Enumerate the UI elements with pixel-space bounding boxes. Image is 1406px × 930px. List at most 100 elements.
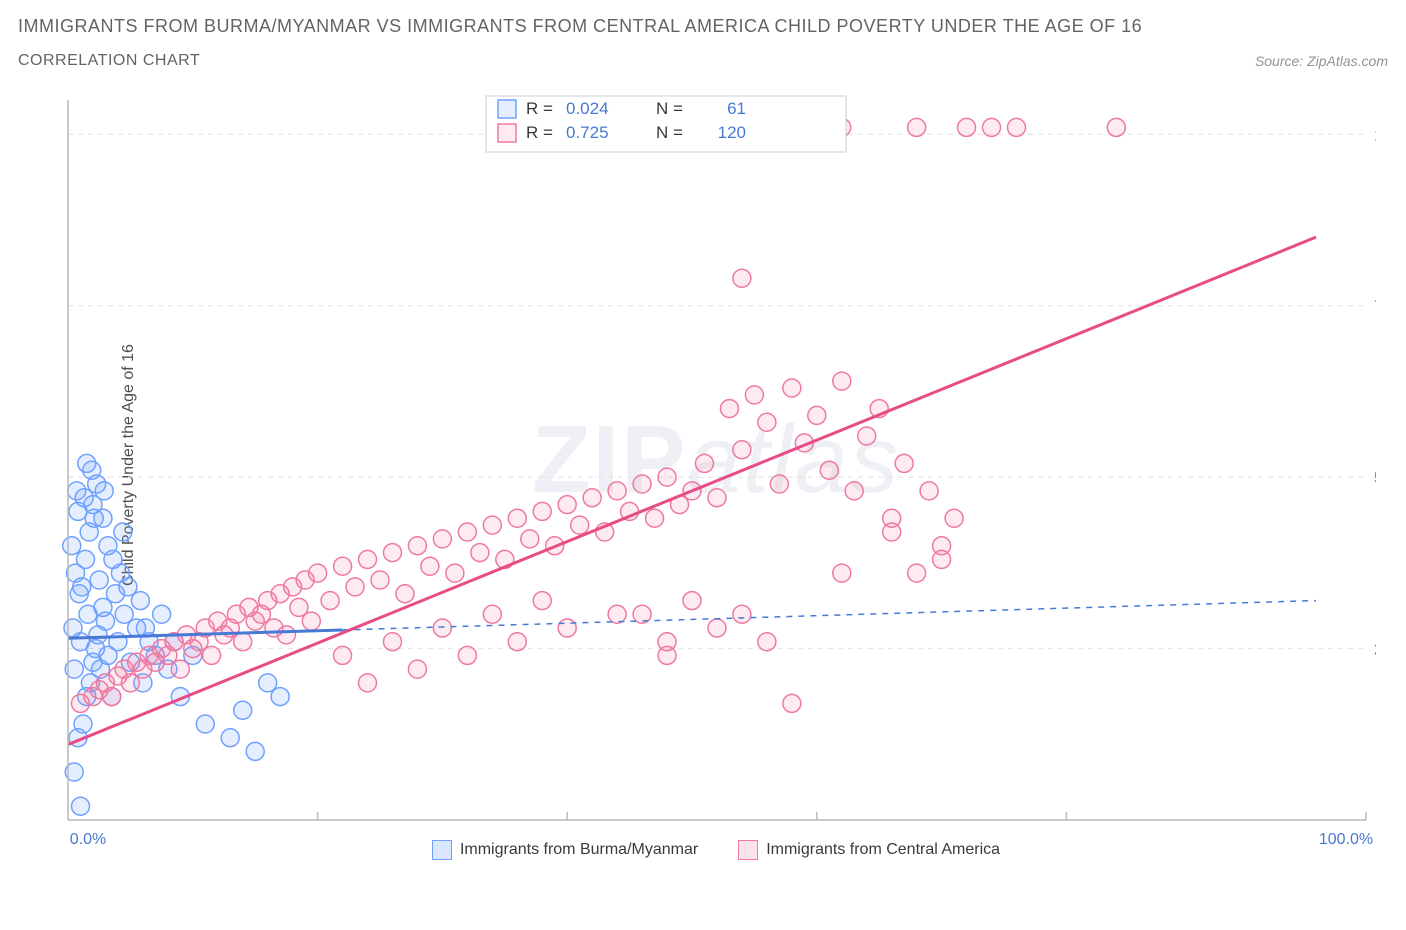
- data-point: [346, 578, 364, 596]
- data-point: [920, 482, 938, 500]
- source-prefix: Source:: [1255, 53, 1307, 69]
- data-point: [521, 530, 539, 548]
- data-point: [74, 715, 92, 733]
- data-point: [633, 475, 651, 493]
- stats-n-value: 120: [718, 123, 746, 142]
- data-point: [309, 564, 327, 582]
- data-point: [758, 413, 776, 431]
- source-name: ZipAtlas.com: [1307, 53, 1388, 69]
- data-point: [433, 530, 451, 548]
- data-point: [533, 502, 551, 520]
- data-point: [234, 701, 252, 719]
- data-point: [808, 406, 826, 424]
- data-point: [103, 688, 121, 706]
- data-point: [508, 509, 526, 527]
- data-point: [558, 619, 576, 637]
- data-point: [408, 537, 426, 555]
- scatter-chart: ZIPatlas 25.0%50.0%75.0%100.0%0.0%100.0%…: [56, 90, 1376, 860]
- trend-line-series2: [68, 237, 1316, 744]
- chart-subtitle: CORRELATION CHART: [18, 52, 200, 70]
- data-point: [234, 633, 252, 651]
- data-point: [733, 605, 751, 623]
- data-point: [945, 509, 963, 527]
- data-point: [433, 619, 451, 637]
- data-point: [983, 118, 1001, 136]
- data-point: [78, 454, 96, 472]
- data-point: [64, 619, 82, 637]
- data-point: [471, 544, 489, 562]
- data-point: [558, 496, 576, 514]
- data-point: [646, 509, 664, 527]
- data-point: [203, 646, 221, 664]
- stats-n-value: 61: [727, 99, 746, 118]
- data-point: [196, 715, 214, 733]
- data-point: [608, 482, 626, 500]
- legend-item-series2: Immigrants from Central America: [738, 840, 1000, 860]
- data-point: [883, 523, 901, 541]
- data-point: [131, 592, 149, 610]
- data-point: [571, 516, 589, 534]
- data-point: [658, 468, 676, 486]
- legend-label-series1: Immigrants from Burma/Myanmar: [460, 841, 698, 858]
- data-point: [833, 564, 851, 582]
- data-point: [908, 118, 926, 136]
- data-point: [359, 674, 377, 692]
- data-point: [271, 688, 289, 706]
- data-point: [446, 564, 464, 582]
- stats-r-label: R =: [526, 123, 553, 142]
- data-point: [483, 605, 501, 623]
- data-point: [153, 605, 171, 623]
- data-point: [383, 633, 401, 651]
- chart-svg: 25.0%50.0%75.0%100.0%0.0%100.0% R =0.024…: [56, 90, 1376, 860]
- data-point: [833, 372, 851, 390]
- data-point: [96, 612, 114, 630]
- data-point: [858, 427, 876, 445]
- data-point: [720, 400, 738, 418]
- data-point: [221, 729, 239, 747]
- data-point: [302, 612, 320, 630]
- data-point: [63, 537, 81, 555]
- bottom-legend: Immigrants from Burma/Myanmar Immigrants…: [56, 840, 1376, 860]
- stats-n-label: N =: [656, 99, 683, 118]
- data-point: [321, 592, 339, 610]
- data-point: [458, 523, 476, 541]
- stats-swatch: [498, 100, 516, 118]
- data-point: [770, 475, 788, 493]
- legend-swatch-series2: [738, 840, 758, 860]
- data-point: [396, 585, 414, 603]
- chart-title: IMMIGRANTS FROM BURMA/MYANMAR VS IMMIGRA…: [18, 16, 1142, 36]
- data-point: [533, 592, 551, 610]
- data-point: [908, 564, 926, 582]
- data-point: [371, 571, 389, 589]
- data-point: [820, 461, 838, 479]
- data-point: [408, 660, 426, 678]
- legend-item-series1: Immigrants from Burma/Myanmar: [432, 840, 698, 860]
- data-point: [383, 544, 401, 562]
- data-point: [783, 379, 801, 397]
- data-point: [895, 454, 913, 472]
- data-point: [1007, 118, 1025, 136]
- data-point: [695, 454, 713, 472]
- data-point: [359, 550, 377, 568]
- stats-r-label: R =: [526, 99, 553, 118]
- data-point: [583, 489, 601, 507]
- data-point: [783, 694, 801, 712]
- data-point: [94, 509, 112, 527]
- data-point: [277, 626, 295, 644]
- data-point: [745, 386, 763, 404]
- y-tick-label: 50.0%: [1374, 470, 1376, 487]
- data-point: [608, 605, 626, 623]
- data-point: [683, 592, 701, 610]
- data-point: [68, 482, 86, 500]
- data-point: [76, 550, 94, 568]
- data-point: [71, 797, 89, 815]
- data-point: [708, 489, 726, 507]
- data-point: [421, 557, 439, 575]
- legend-swatch-series1: [432, 840, 452, 860]
- data-point: [114, 523, 132, 541]
- stats-n-label: N =: [656, 123, 683, 142]
- data-point: [171, 660, 189, 678]
- data-point: [334, 646, 352, 664]
- data-point: [334, 557, 352, 575]
- data-point: [658, 633, 676, 651]
